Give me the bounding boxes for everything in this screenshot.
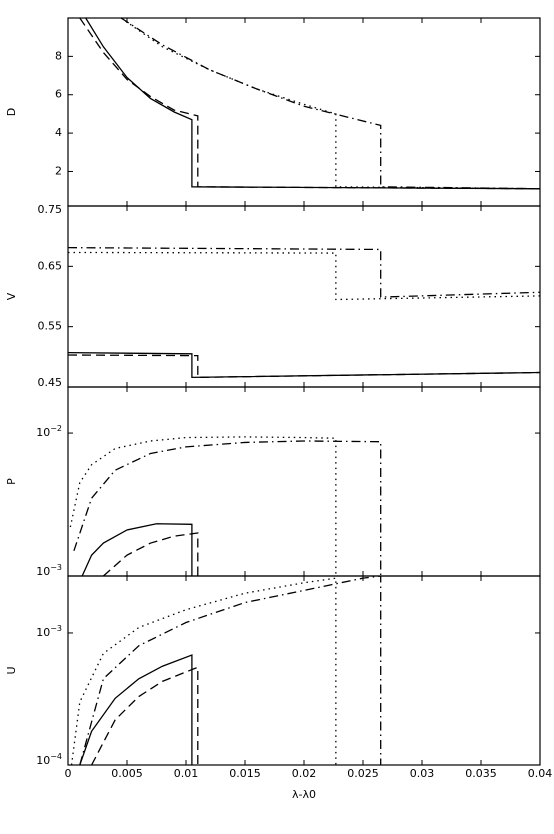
x-axis-label: λ-λ0: [292, 788, 316, 801]
data-line: [73, 440, 382, 576]
y-tick-label: 10−4: [36, 752, 62, 768]
y-tick-label: 6: [55, 88, 62, 101]
y-axis-label: U: [5, 666, 18, 674]
x-tick-label: 0.015: [229, 767, 261, 780]
x-tick-label: 0: [65, 767, 72, 780]
data-line: [68, 354, 540, 379]
plot-frame: [67, 386, 541, 577]
y-tick-label: 0.75: [38, 203, 63, 216]
data-line: [68, 246, 540, 298]
y-tick-label: 0.65: [38, 259, 63, 272]
y-axis-label: P: [5, 478, 18, 485]
data-line: [91, 666, 199, 765]
data-line: [81, 523, 193, 576]
x-tick-label: 0.02: [292, 767, 317, 780]
y-tick-label: 0.45: [38, 376, 63, 389]
data-line: [120, 18, 540, 190]
plot-frame: [67, 205, 541, 388]
x-tick-label: 0.01: [174, 767, 199, 780]
y-axis-label: V: [5, 292, 18, 300]
data-line: [85, 18, 540, 190]
data-line: [68, 351, 540, 379]
y-tick-label: 10−2: [36, 424, 62, 440]
x-tick-label: 0.04: [528, 767, 553, 780]
y-tick-label: 10−3: [36, 623, 62, 639]
y-axis-label: D: [5, 108, 18, 116]
plot-frame: [67, 575, 541, 766]
y-tick-label: 10−3: [36, 563, 62, 579]
data-line: [79, 654, 193, 765]
data-line: [68, 251, 540, 301]
data-line: [69, 436, 337, 576]
y-tick-label: 8: [55, 49, 62, 62]
x-tick-label: 0.035: [465, 767, 497, 780]
x-tick-label: 0.005: [111, 767, 143, 780]
y-tick-label: 0.55: [38, 320, 63, 333]
data-line: [79, 576, 382, 765]
data-line: [102, 532, 199, 576]
x-tick-label: 0.03: [410, 767, 435, 780]
plot-frame: [67, 17, 541, 207]
y-tick-label: 4: [55, 126, 62, 139]
data-line: [120, 18, 540, 190]
data-line: [79, 18, 540, 190]
y-tick-label: 2: [55, 164, 62, 177]
x-tick-label: 0.025: [347, 767, 379, 780]
